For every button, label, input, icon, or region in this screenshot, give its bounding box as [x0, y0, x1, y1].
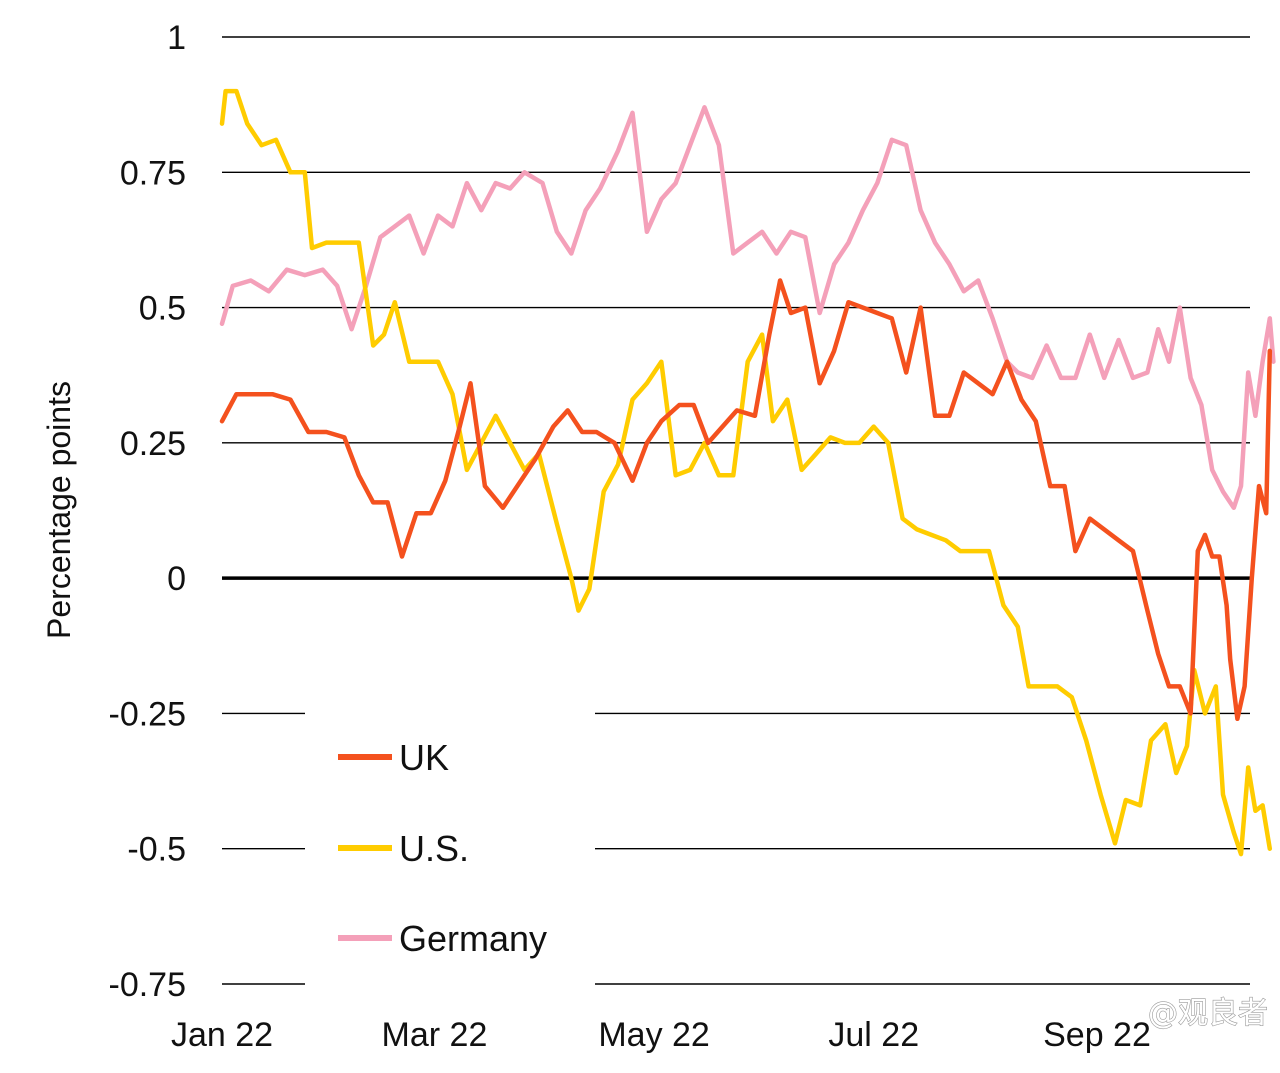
y-tick-label: -0.25: [109, 695, 187, 733]
y-tick-label: 0: [167, 560, 186, 598]
series-line-germany: [219, 105, 1276, 511]
x-tick-label: Jul 22: [828, 1016, 919, 1054]
y-tick-label: -0.75: [109, 966, 187, 1004]
y-axis-ticks: 1 0.75 0.5 0.25 0 -0.25 -0.5 -0.75: [109, 19, 187, 1004]
watermark: @观良者: [1148, 996, 1268, 1031]
legend: UK U.S. Germany: [338, 737, 547, 959]
x-tick-label: Jan 22: [171, 1016, 273, 1054]
x-tick-label: Mar 22: [382, 1016, 488, 1054]
x-tick-label: May 22: [598, 1016, 710, 1054]
y-axis-label: Percentage points: [41, 381, 77, 639]
legend-label: U.S.: [399, 828, 469, 869]
x-axis-ticks: Jan 22 Mar 22 May 22 Jul 22 Sep 22: [171, 1016, 1151, 1054]
y-tick-label: 0.5: [139, 290, 186, 328]
x-tick-label: Sep 22: [1043, 1016, 1151, 1054]
y-tick-label: 1: [167, 19, 186, 57]
series-lines: [219, 88, 1276, 857]
y-tick-label: 0.75: [120, 154, 186, 192]
y-tick-label: 0.25: [120, 425, 186, 463]
legend-label: Germany: [399, 918, 547, 959]
series-line-us: [219, 88, 1273, 857]
series-line-uk: [219, 278, 1273, 722]
legend-label: UK: [399, 737, 449, 778]
y-tick-label: -0.5: [127, 831, 186, 869]
